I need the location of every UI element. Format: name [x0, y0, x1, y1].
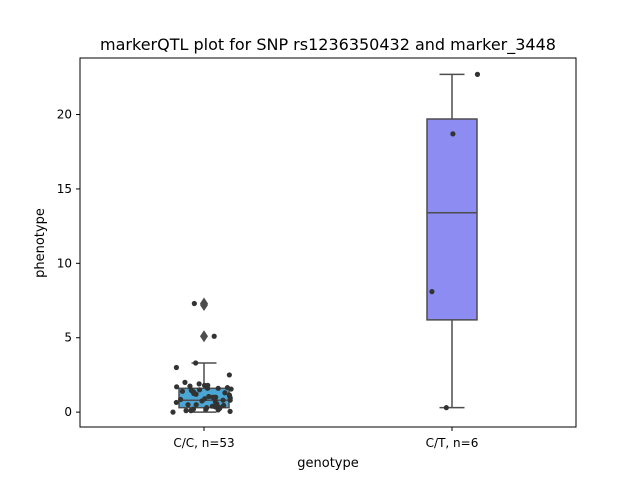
y-tick-label: 0	[64, 405, 72, 419]
data-point	[217, 405, 223, 411]
y-tick-label: 20	[57, 108, 72, 122]
data-point	[226, 392, 232, 398]
data-point	[215, 385, 221, 391]
data-point	[474, 71, 481, 77]
data-point	[450, 131, 456, 137]
data-point	[204, 405, 210, 411]
data-point	[202, 396, 208, 402]
data-point	[222, 390, 228, 396]
data-point	[227, 408, 233, 414]
data-point	[190, 406, 197, 412]
data-point	[193, 402, 199, 408]
data-point	[178, 396, 184, 403]
data-point	[174, 384, 180, 390]
x-tick-label: C/C, n=53	[173, 436, 234, 450]
plot-frame	[79, 57, 577, 428]
outlier-marker	[200, 298, 208, 311]
data-point	[212, 399, 219, 405]
data-point	[210, 394, 216, 400]
data-point	[173, 364, 180, 371]
data-point	[196, 387, 203, 393]
x-tick-label: C/T, n=6	[426, 436, 479, 450]
data-point	[182, 379, 188, 385]
data-point	[226, 372, 232, 378]
data-point	[211, 333, 217, 339]
y-tick-label: 5	[64, 331, 72, 345]
data-point	[196, 381, 202, 387]
data-point	[183, 408, 189, 414]
data-point	[224, 384, 231, 391]
data-point	[206, 393, 212, 400]
data-point	[443, 405, 449, 411]
data-point	[429, 289, 435, 295]
data-point	[173, 399, 179, 406]
data-point	[220, 397, 226, 403]
data-point	[209, 403, 216, 409]
box	[426, 118, 478, 321]
data-point	[170, 409, 176, 415]
outlier-marker	[200, 330, 208, 343]
data-point	[221, 402, 227, 409]
chart-title: markerQTL plot for SNP rs1236350432 and …	[100, 35, 556, 55]
data-point	[179, 388, 186, 394]
y-tick-label: 10	[57, 256, 72, 270]
data-point	[191, 300, 197, 307]
data-point	[193, 360, 199, 366]
y-axis-label: phenotype	[33, 208, 48, 278]
x-axis-label: genotype	[297, 456, 358, 471]
data-point	[187, 383, 193, 389]
y-tick-label: 15	[57, 182, 72, 196]
data-point	[185, 402, 191, 408]
data-point	[201, 382, 208, 388]
